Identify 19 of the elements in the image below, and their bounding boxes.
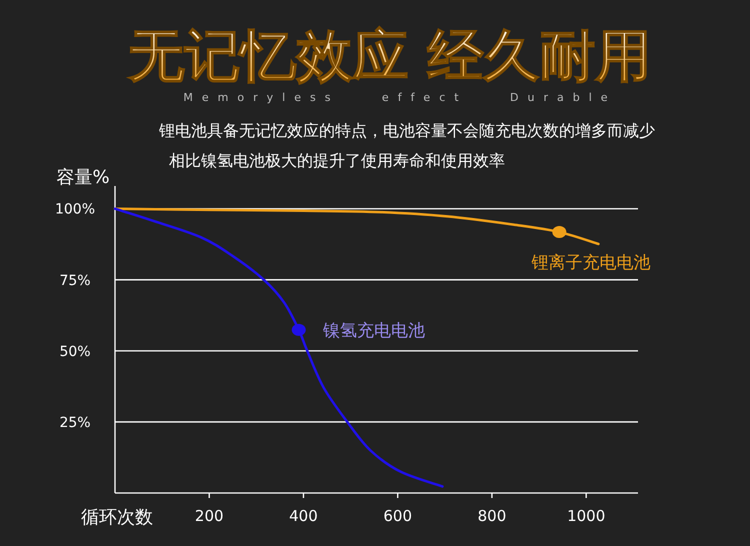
chart-subtitle: Memoryless effect Durable — [183, 91, 617, 104]
chart-title: 无记忆效应 经久耐用 — [127, 24, 652, 89]
y-tick-label: 100% — [54, 202, 96, 218]
text: 相比镍氢电池极大的提升了使用寿命和使用效率 — [169, 151, 505, 170]
x-tick-label: 1000 — [567, 507, 606, 525]
x-tick-label: 400 — [289, 507, 318, 525]
line-series — [114, 207, 444, 488]
text: 锂电池具备无记忆效应的特点，电池容量不会随充电次数的增多而减少 — [158, 121, 655, 140]
annotation: 镍氢充电电池 — [322, 320, 425, 341]
y-tick-label: 75% — [59, 272, 91, 289]
annotation: 锂离子充电电池 — [530, 253, 650, 274]
y-tick-label: 25% — [59, 414, 91, 431]
y-tick-label: 50% — [59, 344, 91, 360]
line-series — [114, 207, 600, 246]
x-tick-label: 600 — [383, 507, 412, 525]
x-tick-label: 200 — [194, 507, 224, 525]
x-axis-title: 循环次数 — [81, 507, 153, 528]
y-axis-title: 容量% — [56, 167, 110, 188]
x-tick-label: 800 — [478, 507, 506, 525]
